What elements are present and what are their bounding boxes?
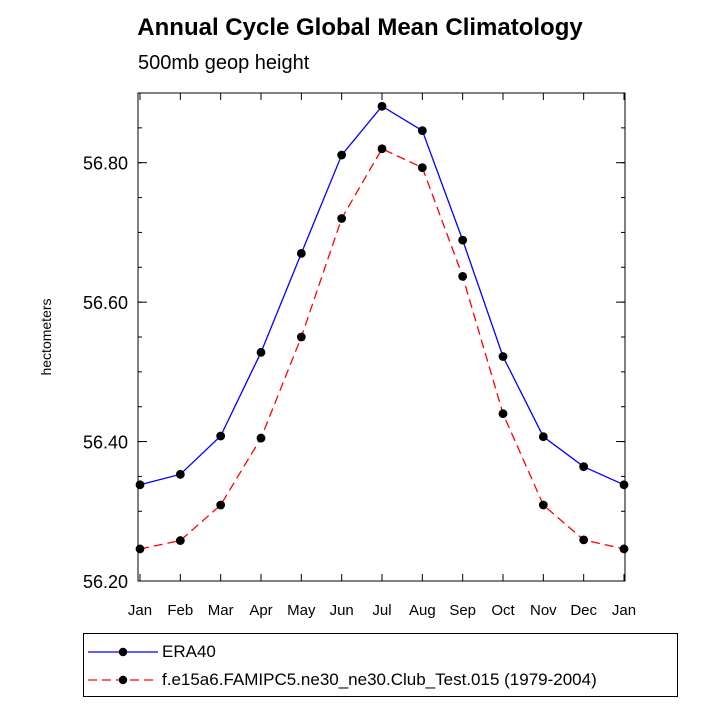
x-tick-label: Feb <box>167 602 193 619</box>
data-point <box>135 544 145 554</box>
x-tick-label: Dec <box>570 602 597 619</box>
x-tick-label: Mar <box>208 602 234 619</box>
data-point <box>458 271 468 281</box>
data-point <box>175 469 185 479</box>
data-point <box>256 433 266 443</box>
x-tick-label: Oct <box>491 602 515 619</box>
data-point <box>377 144 387 154</box>
data-point <box>498 409 508 419</box>
data-point <box>498 352 508 361</box>
y-tick-label: 56.60 <box>83 293 128 313</box>
data-point <box>538 432 548 442</box>
y-tick-label: 56.80 <box>83 154 128 174</box>
x-tick-label: Sep <box>449 602 476 619</box>
data-point <box>296 332 306 342</box>
data-point <box>337 150 347 160</box>
x-tick-label: Jan <box>612 602 636 619</box>
chart-subtitle: 500mb geop height <box>138 52 310 74</box>
legend-entry-model: f.e15a6.FAMIPC5.ne30_ne30.Club_Test.015 … <box>84 666 597 694</box>
data-point <box>538 500 548 510</box>
data-point <box>579 535 589 545</box>
data-point <box>619 480 629 490</box>
plot-frame <box>137 92 626 582</box>
data-point <box>458 235 468 245</box>
data-point <box>216 431 226 441</box>
data-point <box>417 163 427 172</box>
series-line-0 <box>139 105 625 486</box>
chart-legend: ERA40 f.e15a6.FAMIPC5.ne30_ne30.Club_Tes… <box>83 633 678 697</box>
axes-layer: Jan Feb Mar Apr May Jun Jul Aug Sep Oct Nov Dec Jan5… <box>38 92 636 619</box>
x-tick-label: Jan <box>128 602 152 619</box>
data-point <box>417 126 427 136</box>
legend-label: f.e15a6.FAMIPC5.ne30_ne30.Club_Test.015 … <box>162 670 597 689</box>
x-tick-label: Nov <box>530 602 557 619</box>
data-point <box>135 480 145 490</box>
chart-title: Annual Cycle Global Mean Climatology <box>137 14 583 41</box>
series-layer <box>135 101 629 554</box>
data-point <box>337 214 347 223</box>
data-point <box>377 101 387 111</box>
x-tick-label: Jul <box>372 602 391 619</box>
y-tick-label: 56.20 <box>83 572 128 592</box>
x-tick-label: Jun <box>330 602 354 619</box>
data-point <box>619 544 629 554</box>
data-point <box>296 248 306 258</box>
legend-entry-era40: ERA40 <box>84 638 216 666</box>
data-point <box>579 462 589 472</box>
data-point <box>216 500 226 510</box>
series-line-1 <box>139 147 625 550</box>
y-axis-label: hectometers <box>38 298 54 375</box>
data-point <box>256 347 266 357</box>
y-tick-label: 56.40 <box>83 433 128 453</box>
x-tick-label: Apr <box>249 602 272 619</box>
data-point <box>175 536 185 545</box>
x-tick-label: May <box>287 602 316 619</box>
legend-swatch-era40 <box>88 647 158 657</box>
legend-swatch-model <box>88 675 158 685</box>
legend-label: ERA40 <box>162 642 216 661</box>
x-tick-label: Aug <box>409 602 436 619</box>
